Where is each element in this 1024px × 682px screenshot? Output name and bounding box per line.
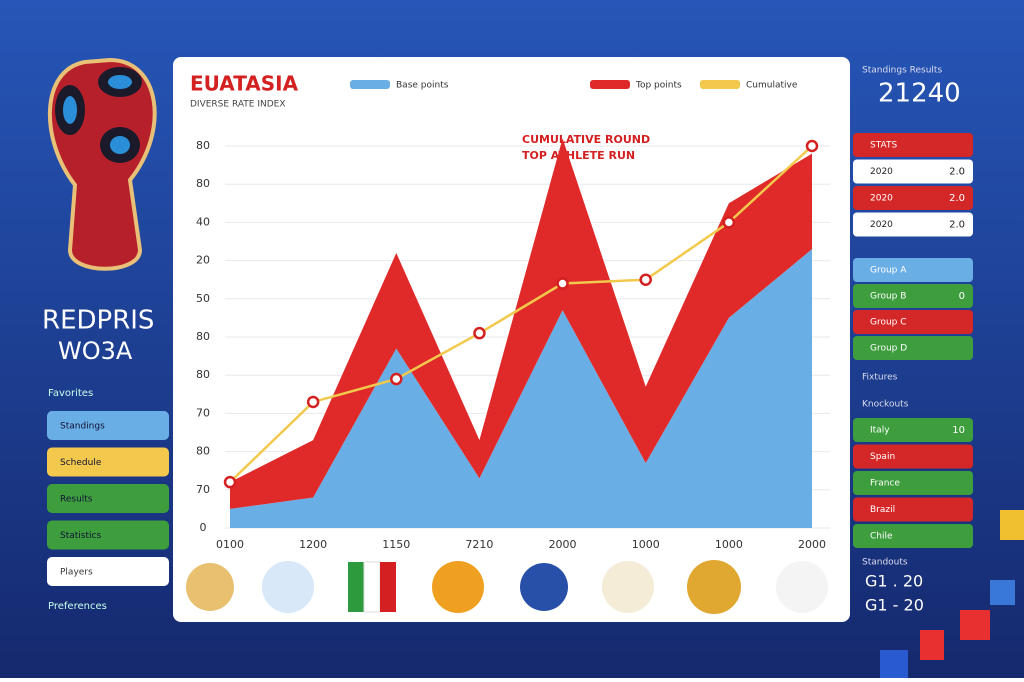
point: [639, 273, 652, 286]
area: [230, 138, 812, 509]
panel-total: 21240: [878, 79, 961, 109]
panel-label: Group A: [870, 266, 907, 276]
trophy: [48, 57, 157, 271]
panel-label: Brazil: [870, 505, 895, 515]
panel-label: France: [870, 479, 900, 489]
menu-label: Results: [60, 495, 93, 505]
point: [390, 372, 403, 386]
menu-label: Statistics: [60, 531, 101, 541]
menu-heading: Favorites: [48, 388, 93, 399]
panel-label: 2020: [870, 194, 893, 204]
menu-item[interactable]: [47, 484, 169, 513]
menu-label: Standings: [60, 422, 105, 432]
y-tick-label: 80: [196, 177, 210, 190]
panel-row: [853, 212, 973, 237]
x-tick-label: 7210: [465, 538, 493, 551]
panel-row: [853, 524, 973, 548]
flags-row: [186, 560, 828, 614]
panel-label: Group C: [870, 318, 907, 328]
legend-swatch: [350, 80, 390, 89]
panel-row: [853, 471, 973, 495]
menu-item[interactable]: [47, 447, 169, 477]
menu-item[interactable]: [47, 411, 169, 440]
menu-item[interactable]: [47, 520, 169, 550]
confetti: [880, 510, 1024, 678]
y-tick-label: 20: [196, 254, 210, 267]
x-tick-label: 0100: [216, 538, 244, 551]
panel-row: [853, 336, 973, 360]
x-tick-label: 2000: [549, 538, 577, 551]
brand: REDPRIS: [42, 306, 154, 336]
panel-label: STATS: [870, 141, 897, 151]
panel-label: Chile: [870, 532, 893, 542]
panel-value: 2.0: [949, 167, 965, 178]
line: [229, 145, 813, 484]
brand: WO3A: [58, 337, 133, 365]
panel-row: [853, 186, 973, 210]
x-tick-label: 1200: [299, 538, 327, 551]
panel-row: [853, 133, 973, 157]
score: G1 . 20: [865, 572, 923, 591]
point: [223, 475, 237, 489]
panel-row: [853, 310, 973, 334]
area: [230, 249, 812, 528]
legend-label: Base points: [396, 81, 449, 91]
panel-value: 2.0: [949, 220, 965, 231]
panel-row: [853, 497, 973, 522]
y-tick-label: 40: [196, 215, 210, 228]
y-tick-label: 80: [196, 445, 210, 458]
panel-value: 2.0: [949, 193, 965, 204]
point: [722, 216, 736, 229]
x-tick-label: 2000: [798, 538, 826, 551]
panel-label: Group B: [870, 292, 906, 302]
panel-value: 0: [959, 291, 965, 302]
y-tick-label: 0: [200, 521, 207, 534]
panel-row: [853, 284, 973, 308]
y-tick-label: 70: [196, 406, 210, 419]
y-tick-label: 80: [196, 330, 210, 343]
point: [805, 139, 819, 153]
panel-label: Spain: [870, 452, 895, 462]
section: Fixtures: [862, 373, 898, 383]
y-tick-label: 80: [196, 368, 210, 381]
menu-label: Players: [60, 568, 93, 578]
panel-label: 2020: [870, 167, 893, 177]
score: G1 - 20: [865, 596, 924, 615]
panel-caption: Standings Results: [862, 66, 942, 76]
x-tick-label: 1000: [632, 538, 660, 551]
panel-row: [853, 444, 973, 469]
menu-footer: Preferences: [48, 601, 107, 612]
section: Knockouts: [862, 400, 909, 410]
legend-label: Top points: [635, 81, 682, 91]
panel-row: [853, 418, 973, 442]
x-tick-label: 1000: [715, 538, 743, 551]
legend-label: Cumulative: [746, 81, 798, 91]
section: Standouts: [862, 558, 908, 568]
chart-subtitle: DIVERSE RATE INDEX: [190, 100, 286, 110]
panel-row: [853, 159, 973, 184]
panel-label: Italy: [870, 426, 890, 436]
y-tick-label: 80: [196, 139, 210, 152]
annotation: CUMULATIVE ROUND: [522, 133, 650, 146]
panel-row: [853, 258, 973, 282]
panel-label: Group D: [870, 344, 907, 354]
x-tick-label: 1150: [382, 538, 410, 551]
chart-title: EUATASIA: [190, 72, 299, 96]
annotation: TOP ATHLETE RUN: [522, 149, 635, 162]
y-tick-label: 50: [196, 292, 210, 305]
panel-value: 10: [952, 425, 965, 436]
panel-label: 2020: [870, 220, 893, 230]
legend-swatch: [590, 80, 630, 89]
legend-swatch: [700, 80, 740, 89]
y-tick-label: 70: [196, 483, 210, 496]
point: [473, 326, 486, 340]
point: [556, 277, 569, 290]
point: [306, 395, 320, 409]
menu-item[interactable]: [47, 557, 169, 586]
menu-label: Schedule: [60, 458, 102, 468]
